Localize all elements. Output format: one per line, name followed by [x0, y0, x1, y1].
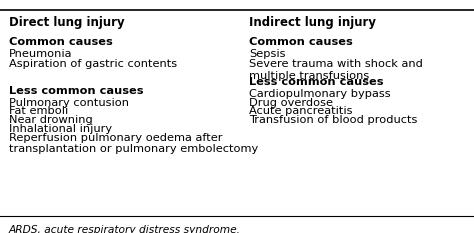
Text: ARDS, acute respiratory distress syndrome.: ARDS, acute respiratory distress syndrom… [9, 225, 240, 233]
Text: Acute pancreatitis: Acute pancreatitis [249, 106, 352, 116]
Text: Severe trauma with shock and
multiple transfusions: Severe trauma with shock and multiple tr… [249, 59, 423, 81]
Text: Aspiration of gastric contents: Aspiration of gastric contents [9, 59, 177, 69]
Text: Fat emboli: Fat emboli [9, 106, 68, 116]
Text: Direct lung injury: Direct lung injury [9, 16, 124, 29]
Text: Common causes: Common causes [9, 37, 112, 47]
Text: Reperfusion pulmonary oedema after
transplantation or pulmonary embolectomy: Reperfusion pulmonary oedema after trans… [9, 133, 258, 154]
Text: Common causes: Common causes [249, 37, 353, 47]
Text: Indirect lung injury: Indirect lung injury [249, 16, 376, 29]
Text: Transfusion of blood products: Transfusion of blood products [249, 115, 417, 125]
Text: Less common causes: Less common causes [9, 86, 143, 96]
Text: Near drowning: Near drowning [9, 115, 92, 125]
Text: Cardiopulmonary bypass: Cardiopulmonary bypass [249, 89, 391, 99]
Text: Pneumonia: Pneumonia [9, 49, 72, 59]
Text: Sepsis: Sepsis [249, 49, 285, 59]
Text: Pulmonary contusion: Pulmonary contusion [9, 98, 128, 108]
Text: Inhalational injury: Inhalational injury [9, 124, 112, 134]
Text: Less common causes: Less common causes [249, 77, 383, 87]
Text: Drug overdose: Drug overdose [249, 98, 333, 108]
